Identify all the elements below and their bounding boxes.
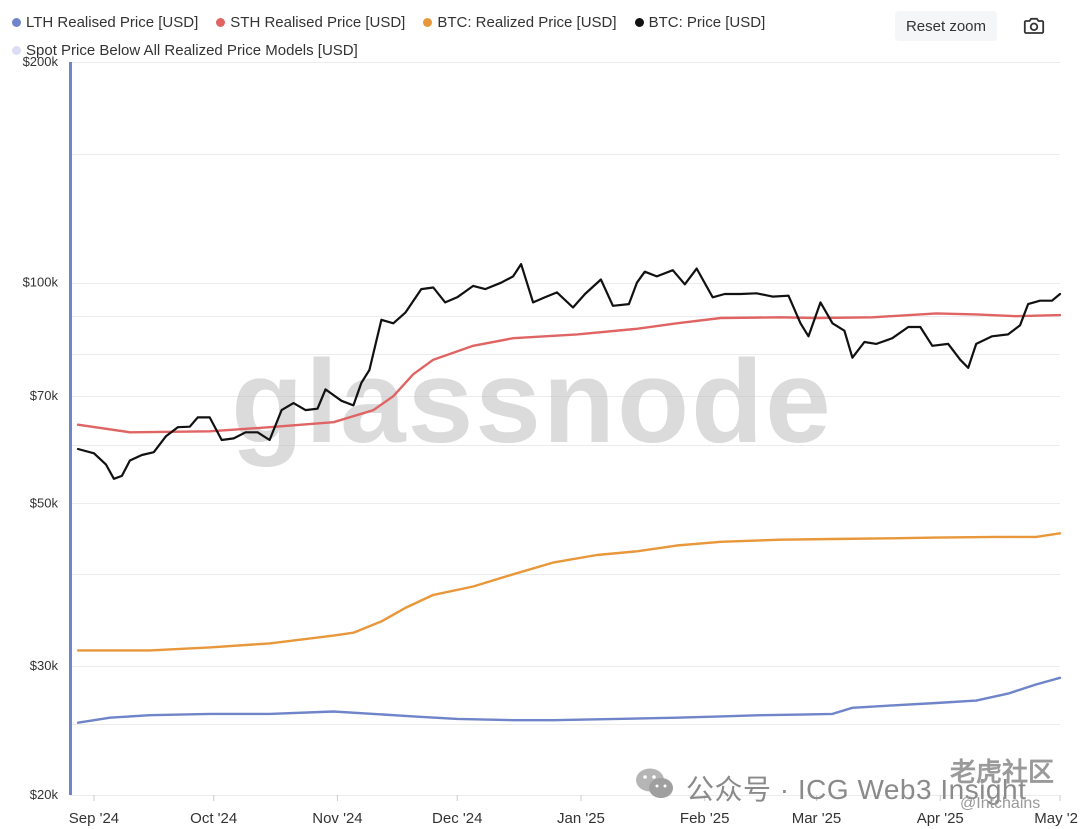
legend-label-sth: STH Realised Price [USD] bbox=[230, 13, 406, 31]
x-tick-label: Sep '24 bbox=[69, 810, 119, 827]
wechat-logo-icon bbox=[636, 768, 673, 798]
legend-item-price[interactable]: BTC: Price [USD] bbox=[634, 13, 766, 31]
reset-zoom-button[interactable]: Reset zoom bbox=[895, 11, 997, 41]
x-tick-label: Mar '25 bbox=[792, 810, 842, 827]
legend-label-lth: LTH Realised Price [USD] bbox=[26, 13, 199, 31]
glassnode-watermark: glassnode bbox=[231, 336, 833, 468]
x-tick-label: Nov '24 bbox=[312, 810, 362, 827]
y-tick-label: $70k bbox=[30, 388, 59, 403]
legend-item-lth[interactable]: LTH Realised Price [USD] bbox=[12, 14, 198, 31]
legend-label-spot-below: Spot Price Below All Realized Price Mode… bbox=[26, 41, 358, 59]
legend-row-2: Spot Price Below All Realized Price Mode… bbox=[12, 36, 872, 64]
x-tick-label: Jan '25 bbox=[557, 810, 605, 827]
legend-label-price: BTC: Price [USD] bbox=[648, 13, 766, 31]
legend-label-realized: BTC: Realized Price [USD] bbox=[437, 13, 617, 31]
x-tick-label: Apr '25 bbox=[917, 810, 964, 827]
y-tick-label: $30k bbox=[30, 658, 59, 673]
lth-dot-icon bbox=[12, 17, 21, 27]
y-tick-label: $100k bbox=[23, 275, 59, 290]
realized-price-line bbox=[76, 532, 1062, 652]
series-lines bbox=[76, 263, 1062, 724]
spot-below-dot-icon bbox=[12, 45, 21, 55]
grid-lines bbox=[70, 62, 1060, 796]
price-dot-icon bbox=[634, 17, 644, 27]
legend-item-sth[interactable]: STH Realised Price [USD] bbox=[216, 14, 405, 31]
corner-watermark: 老虎社区 bbox=[950, 757, 1055, 787]
camera-icon[interactable] bbox=[1022, 14, 1046, 38]
legend: LTH Realised Price [USD] STH Realised Pr… bbox=[12, 8, 872, 64]
lth-series-line bbox=[76, 676, 1062, 724]
btc-price-line bbox=[76, 263, 1062, 480]
legend-item-realized[interactable]: BTC: Realized Price [USD] bbox=[423, 13, 617, 31]
x-tick-label: Feb '25 bbox=[680, 810, 730, 827]
x-tick-label: May '2 bbox=[1034, 810, 1078, 827]
sth-dot-icon bbox=[216, 17, 226, 27]
realized-dot-icon bbox=[423, 17, 433, 27]
sth-series-line bbox=[76, 312, 1062, 434]
y-axis-ticks: $20k $30k $50k $70k $100k $200k bbox=[23, 54, 59, 802]
glassnode-logo-text: glassnode bbox=[231, 336, 833, 468]
x-axis-ticks: Sep '24 Oct '24 Nov '24 Dec '24 Jan '25 Feb '… bbox=[69, 795, 1078, 827]
channel-watermark: 公众号 · ICG Web3 Insight bbox=[686, 774, 1027, 805]
y-tick-label: $20k bbox=[30, 787, 59, 802]
legend-item-spot-below[interactable]: Spot Price Below All Realized Price Mode… bbox=[12, 42, 358, 59]
x-tick-label: Oct '24 bbox=[190, 810, 237, 827]
handle-watermark: @Intchains bbox=[960, 795, 1041, 812]
y-tick-label: $200k bbox=[23, 54, 59, 69]
x-tick-label: Dec '24 bbox=[432, 810, 482, 827]
y-tick-label: $50k bbox=[30, 495, 59, 510]
legend-row-1: LTH Realised Price [USD] STH Realised Pr… bbox=[12, 8, 872, 36]
